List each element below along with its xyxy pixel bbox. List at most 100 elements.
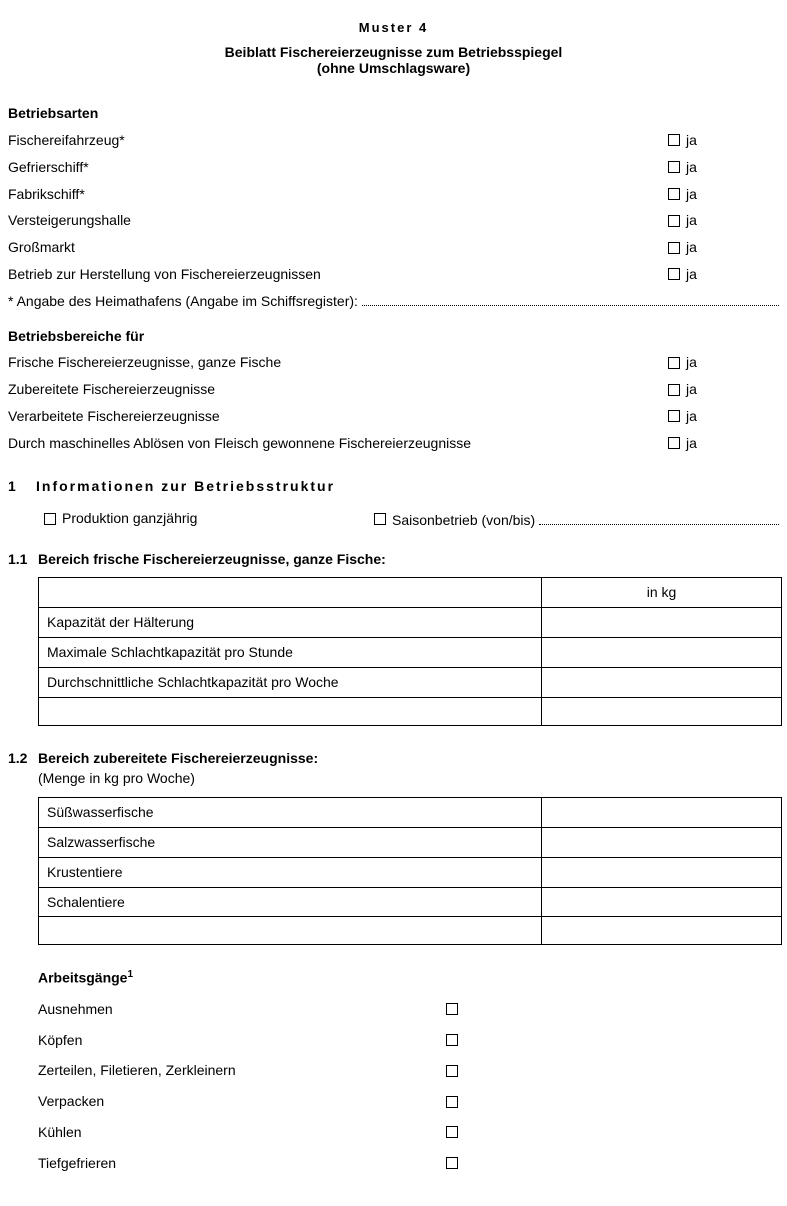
table-cell-value[interactable] (542, 857, 782, 887)
checkbox-icon[interactable] (446, 1003, 458, 1015)
table-row (39, 917, 782, 945)
checkbox-icon[interactable] (668, 384, 680, 396)
table-cell-value[interactable] (542, 697, 782, 725)
table-cell: Durchschnittliche Schlachtkapazität pro … (39, 667, 542, 697)
checkbox-icon[interactable] (668, 410, 680, 422)
table-1-2: Süßwasserfische Salzwasserfische Krusten… (38, 797, 782, 945)
table-cell: Salzwasserfische (39, 827, 542, 857)
arbeitsgang-row: Köpfen (38, 1032, 779, 1049)
ja-label: ja (686, 159, 697, 176)
betriebsbereich-row: Durch maschinelles Ablösen von Fleisch g… (8, 435, 779, 452)
arbeitsgaenge-text: Arbeitsgänge (38, 970, 127, 986)
arbeitsgang-label: Tiefgefrieren (38, 1155, 446, 1172)
checkbox-icon[interactable] (668, 437, 680, 449)
arbeitsgang-row: Zerteilen, Filetieren, Zerkleinern (38, 1062, 779, 1079)
table-row: in kg (39, 578, 782, 608)
betriebsart-row: Gefrierschiff* ja (8, 159, 779, 176)
table-row: Durchschnittliche Schlachtkapazität pro … (39, 667, 782, 697)
arbeitsgang-row: Kühlen (38, 1124, 779, 1141)
ja-label: ja (686, 239, 697, 256)
checkbox-icon[interactable] (446, 1065, 458, 1077)
checkbox-icon[interactable] (668, 188, 680, 200)
table-cell: Schalentiere (39, 887, 542, 917)
table-cell-value[interactable] (542, 827, 782, 857)
heimathafen-footnote: * Angabe des Heimathafens (Angabe im Sch… (8, 293, 779, 310)
table-cell: Kapazität der Hälterung (39, 608, 542, 638)
betriebsbereich-row: Verarbeitete Fischereierzeugnisse ja (8, 408, 779, 425)
checkbox-icon[interactable] (44, 513, 56, 525)
arbeitsgaenge-heading: Arbeitsgänge1 (38, 969, 779, 986)
betriebsbereich-label: Verarbeitete Fischereierzeugnisse (8, 408, 668, 425)
table-cell (39, 697, 542, 725)
saison-label: Saisonbetrieb (von/bis) (392, 512, 535, 529)
checkbox-icon[interactable] (668, 268, 680, 280)
table-1-1: in kg Kapazität der Hälterung Maximale S… (38, 577, 782, 725)
table-cell: Krustentiere (39, 857, 542, 887)
arbeitsgang-row: Verpacken (38, 1093, 779, 1110)
table-row: Salzwasserfische (39, 827, 782, 857)
checkbox-icon[interactable] (668, 357, 680, 369)
section-1-heading: 1 Informationen zur Betriebsstruktur (8, 478, 779, 495)
produktion-saison-row: Produktion ganzjährig Saisonbetrieb (von… (8, 510, 779, 528)
checkbox-icon[interactable] (374, 513, 386, 525)
doc-subtitle: (ohne Umschlagsware) (8, 60, 779, 77)
ja-label: ja (686, 408, 697, 425)
betriebsarten-heading: Betriebsarten (8, 105, 779, 122)
betriebsart-label: Gefrierschiff* (8, 159, 668, 176)
betriebsart-row: Fischereifahrzeug* ja (8, 132, 779, 149)
table-row: Krustentiere (39, 857, 782, 887)
betriebsart-row: Großmarkt ja (8, 239, 779, 256)
betriebsbereich-row: Frische Fischereierzeugnisse, ganze Fisc… (8, 354, 779, 371)
betriebsart-row: Versteigerungshalle ja (8, 212, 779, 229)
footnote-text: * Angabe des Heimathafens (Angabe im Sch… (8, 293, 358, 310)
betriebsart-row: Fabrikschiff* ja (8, 186, 779, 203)
betriebsbereich-label: Frische Fischereierzeugnisse, ganze Fisc… (8, 354, 668, 371)
arbeitsgang-label: Zerteilen, Filetieren, Zerkleinern (38, 1062, 446, 1079)
table-cell-value[interactable] (542, 917, 782, 945)
arbeitsgang-label: Kühlen (38, 1124, 446, 1141)
section-title: Informationen zur Betriebsstruktur (36, 478, 335, 495)
table-cell: Maximale Schlachtkapazität pro Stunde (39, 637, 542, 667)
section-number: 1 (8, 478, 36, 495)
arbeitsgang-label: Verpacken (38, 1093, 446, 1110)
ja-label: ja (686, 435, 697, 452)
arbeitsgang-row: Tiefgefrieren (38, 1155, 779, 1172)
betriebsart-label: Fischereifahrzeug* (8, 132, 668, 149)
ja-label: ja (686, 186, 697, 203)
arbeitsgang-label: Ausnehmen (38, 1001, 446, 1018)
arbeitsgang-row: Ausnehmen (38, 1001, 779, 1018)
arbeitsgaenge-sup: 1 (127, 969, 133, 980)
table-header-empty (39, 578, 542, 608)
table-row: Süßwasserfische (39, 798, 782, 828)
subsection-title: Bereich zubereitete Fischereierzeugnisse… (38, 750, 318, 767)
checkbox-icon[interactable] (668, 242, 680, 254)
checkbox-icon[interactable] (668, 134, 680, 146)
checkbox-icon[interactable] (668, 161, 680, 173)
dotted-line (539, 514, 779, 525)
checkbox-icon[interactable] (446, 1126, 458, 1138)
ja-label: ja (686, 212, 697, 229)
ja-label: ja (686, 381, 697, 398)
table-row (39, 697, 782, 725)
ja-label: ja (686, 266, 697, 283)
checkbox-icon[interactable] (668, 215, 680, 227)
checkbox-icon[interactable] (446, 1096, 458, 1108)
table-cell-value[interactable] (542, 887, 782, 917)
table-cell (39, 917, 542, 945)
betriebsbereich-row: Zubereitete Fischereierzeugnisse ja (8, 381, 779, 398)
table-cell-value[interactable] (542, 667, 782, 697)
betriebsbereich-label: Durch maschinelles Ablösen von Fleisch g… (8, 435, 668, 452)
section-1-2-heading: 1.2 Bereich zubereitete Fischereierzeugn… (8, 750, 779, 767)
checkbox-icon[interactable] (446, 1157, 458, 1169)
table-header-kg: in kg (542, 578, 782, 608)
dotted-line (362, 295, 779, 306)
ja-label: ja (686, 354, 697, 371)
checkbox-icon[interactable] (446, 1034, 458, 1046)
table-cell-value[interactable] (542, 637, 782, 667)
table-cell-value[interactable] (542, 608, 782, 638)
doc-title: Beiblatt Fischereierzeugnisse zum Betrie… (8, 44, 779, 61)
betriebsart-label: Betrieb zur Herstellung von Fischereierz… (8, 266, 668, 283)
betriebsbereiche-heading: Betriebsbereiche für (8, 328, 779, 345)
subsection-number: 1.2 (8, 750, 38, 767)
table-cell-value[interactable] (542, 798, 782, 828)
